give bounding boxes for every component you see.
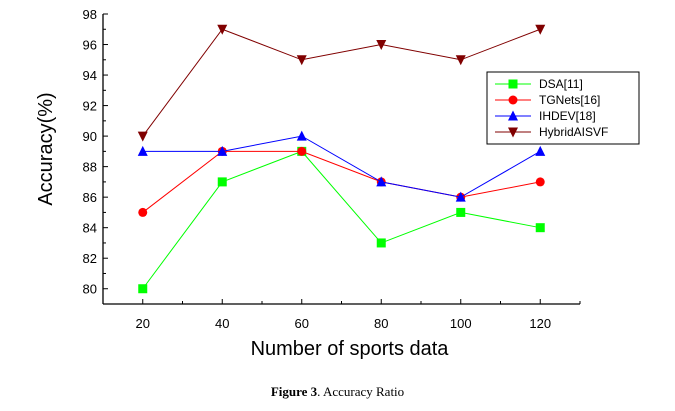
figure-caption-text: . Accuracy Ratio: [317, 384, 405, 399]
series-0-point-0: [138, 284, 148, 294]
legend-item-0: DSA[11]: [495, 77, 583, 91]
series-1-point-5: [535, 177, 545, 187]
series-3-point-0: [137, 131, 148, 142]
legend-marker-2: [508, 110, 518, 121]
y-tick-label-80: 80: [83, 282, 97, 297]
x-tick-label-20: 20: [136, 316, 150, 331]
series-2-point-4: [455, 191, 466, 202]
x-axis-title: Number of sports data: [251, 338, 450, 360]
y-tick-label-96: 96: [83, 38, 97, 53]
x-tick-label-60: 60: [295, 316, 309, 331]
series-3-point-5: [535, 24, 546, 35]
legend-label-0: DSA[11]: [539, 77, 583, 91]
figure-caption: Figure 3. Accuracy Ratio: [0, 384, 675, 400]
figure-caption-label: Figure 3: [270, 384, 318, 399]
y-tick-label-88: 88: [83, 160, 97, 175]
series-2-point-0: [137, 145, 148, 156]
series-2-point-2: [296, 130, 307, 141]
legend-marker-3: [508, 127, 518, 138]
series-group: [137, 24, 546, 294]
series-2-point-5: [535, 145, 546, 156]
series-line-0: [142, 150, 541, 290]
series-3-point-1: [217, 24, 228, 35]
series-2: [137, 130, 546, 202]
series-1-point-2: [297, 146, 307, 156]
series-1-point-0: [138, 207, 148, 217]
x-tick-label-100: 100: [450, 316, 472, 331]
legend-item-3: HybridAISVF: [495, 125, 608, 139]
legend-item-2: IHDEV[18]: [495, 109, 596, 123]
series-3-point-2: [296, 55, 307, 66]
y-tick-label-82: 82: [83, 251, 97, 266]
legend-item-1: TGNets[16]: [495, 93, 600, 107]
y-tick-label-98: 98: [83, 7, 97, 22]
series-2-point-1: [217, 145, 228, 156]
y-tick-label-92: 92: [83, 99, 97, 114]
legend-label-3: HybridAISVF: [539, 125, 608, 139]
series-3-point-3: [376, 40, 387, 51]
x-tick-label-40: 40: [215, 316, 229, 331]
ticks: 80 82 84 86 88 90 92 94 96 98 20 40 60 80 100 120: [83, 7, 581, 331]
series-3-point-4: [455, 55, 466, 66]
y-tick-label-84: 84: [83, 221, 97, 236]
chart-svg: 80 82 84 86 88 90 92 94 96 98 20 40 60 80 100 120 DSA[1…: [35, 7, 640, 360]
legend-marker-0: [508, 79, 518, 89]
series-line-1: [142, 150, 541, 213]
accuracy-chart: 80 82 84 86 88 90 92 94 96 98 20 40 60 80 100 120 DSA[1…: [35, 7, 640, 360]
y-tick-label-94: 94: [83, 68, 97, 83]
series-0-point-4: [456, 207, 466, 217]
series-line-3: [142, 28, 541, 137]
legend-marker-1: [508, 95, 518, 105]
y-tick-label-86: 86: [83, 190, 97, 205]
series-0-point-3: [376, 238, 386, 248]
x-tick-label-80: 80: [374, 316, 388, 331]
x-tick-label-120: 120: [529, 316, 551, 331]
series-2-point-3: [376, 176, 387, 187]
y-tick-label-90: 90: [83, 129, 97, 144]
legend: DSA[11] TGNets[16] IHDEV[18] HybridAISVF: [486, 71, 640, 145]
series-0-point-1: [217, 177, 227, 187]
legend-label-1: TGNets[16]: [539, 93, 600, 107]
series-0-point-5: [535, 223, 545, 233]
series-line-2: [142, 135, 541, 198]
series-1: [138, 146, 545, 217]
legend-label-2: IHDEV[18]: [539, 109, 596, 123]
y-axis-title: Accuracy(%): [35, 92, 57, 205]
series-3: [137, 24, 546, 142]
